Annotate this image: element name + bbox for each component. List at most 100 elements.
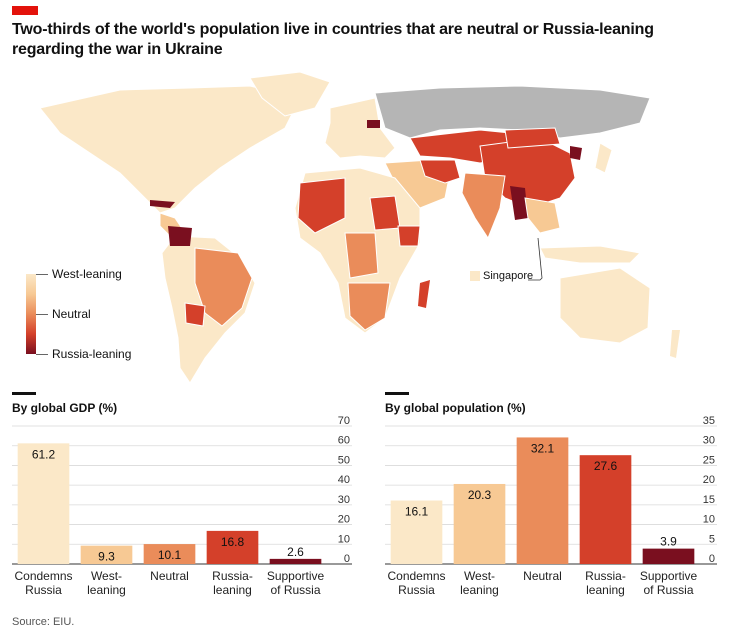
bar-value-label: 3.9 — [660, 535, 677, 549]
map-brazil — [194, 247, 253, 327]
map-north-america — [39, 85, 301, 214]
map-europe — [324, 97, 396, 159]
category-label: leaning — [213, 583, 252, 597]
bar — [143, 544, 196, 564]
bar-value-label: 16.1 — [405, 505, 429, 519]
legend-tick-neutral — [36, 314, 48, 315]
category-label: leaning — [460, 583, 499, 597]
category-label: Neutral — [150, 569, 189, 583]
world-map — [39, 71, 680, 384]
y-tick-label: 40 — [338, 474, 350, 486]
legend-tick-west — [36, 274, 48, 275]
category-label: leaning — [87, 583, 126, 597]
y-tick-label: 5 — [709, 533, 715, 545]
legend-tick-russia — [36, 354, 48, 355]
map-legend: West-leaning Neutral Russia-leaning — [22, 267, 162, 361]
map-venezuela — [168, 226, 192, 246]
map-mongolia — [504, 127, 561, 149]
map-greenland — [249, 71, 331, 117]
category-label: of Russia — [270, 583, 320, 597]
category-label: Russia- — [585, 569, 626, 583]
y-tick-label: 10 — [338, 533, 350, 545]
map-japan — [594, 142, 613, 174]
bar-value-label: 2.6 — [287, 545, 304, 559]
y-tick-label: 20 — [703, 474, 715, 486]
y-tick-label: 50 — [338, 454, 350, 466]
map-cuba — [150, 200, 175, 208]
brand-accent-bar — [12, 6, 38, 15]
y-tick-label: 0 — [709, 553, 715, 565]
bar — [269, 558, 322, 564]
map-iran — [419, 159, 461, 184]
map-madagascar — [418, 280, 430, 308]
y-tick-label: 30 — [703, 435, 715, 447]
y-tick-label: 70 — [338, 416, 350, 427]
gdp-panel-rule — [12, 392, 36, 395]
map-belarus — [367, 120, 380, 128]
bar — [206, 530, 259, 564]
map-myanmar — [510, 186, 528, 220]
map-west-africa — [297, 177, 346, 234]
y-tick-label: 25 — [703, 454, 715, 466]
legend-label-west: West-leaning — [52, 267, 122, 281]
map-india — [461, 172, 506, 240]
map-north-korea — [570, 146, 582, 160]
y-tick-label: 35 — [703, 416, 715, 427]
category-label: Condemns — [14, 569, 72, 583]
bar-value-label: 16.8 — [221, 535, 245, 549]
gdp-chart-title: By global GDP (%) — [12, 401, 118, 415]
bar — [80, 545, 133, 564]
category-label: Russia — [398, 583, 435, 597]
category-label: Condemns — [387, 569, 445, 583]
y-tick-label: 30 — [338, 494, 350, 506]
y-tick-label: 15 — [703, 494, 715, 506]
singapore-leader-line — [528, 237, 543, 281]
bar-value-label: 10.1 — [158, 548, 182, 562]
category-label: Supportive — [267, 569, 325, 583]
bar — [516, 437, 569, 564]
legend-label-russia: Russia-leaning — [52, 347, 132, 361]
bar-value-label: 20.3 — [468, 488, 492, 502]
source-note: Source: EIU. — [12, 616, 75, 628]
category-label: Neutral — [523, 569, 562, 583]
singapore-annotation: Singapore — [470, 270, 533, 282]
category-label: Supportive — [640, 569, 698, 583]
y-tick-label: 60 — [338, 435, 350, 447]
legend-gradient — [26, 274, 36, 354]
map-southern-africa — [347, 282, 391, 331]
category-label: Russia — [25, 583, 62, 597]
bar — [17, 443, 70, 564]
singapore-label: Singapore — [483, 270, 534, 282]
y-tick-label: 0 — [344, 553, 350, 565]
map-ethiopia — [397, 225, 421, 247]
population-panel: By global population (%) — [385, 392, 526, 415]
chart-title: Two-thirds of the world's population liv… — [12, 21, 654, 58]
bar — [453, 483, 506, 564]
bar-value-label: 9.3 — [98, 550, 115, 564]
category-label: West- — [464, 569, 495, 583]
bar — [642, 548, 695, 564]
gdp-panel: By global GDP (%) — [12, 392, 117, 415]
y-tick-label: 10 — [703, 514, 715, 526]
y-tick-label: 20 — [338, 514, 350, 526]
map-sudan — [369, 195, 401, 231]
map-australia — [559, 267, 651, 344]
bar-value-label: 27.6 — [594, 459, 618, 473]
map-new-zealand — [670, 330, 680, 358]
population-panel-rule — [385, 392, 409, 395]
map-russia — [374, 85, 651, 139]
bar-value-label: 61.2 — [32, 447, 56, 461]
bar-value-label: 32.1 — [531, 441, 555, 455]
category-label: of Russia — [643, 583, 693, 597]
map-indonesia — [539, 245, 642, 264]
bar — [579, 455, 632, 564]
population-chart-title: By global population (%) — [385, 401, 526, 415]
legend-label-neutral: Neutral — [52, 307, 91, 321]
category-label: Russia- — [212, 569, 253, 583]
map-southeast-asia — [524, 197, 561, 234]
category-label: leaning — [586, 583, 625, 597]
map-central-africa — [344, 232, 379, 279]
map-bolivia — [184, 302, 206, 327]
